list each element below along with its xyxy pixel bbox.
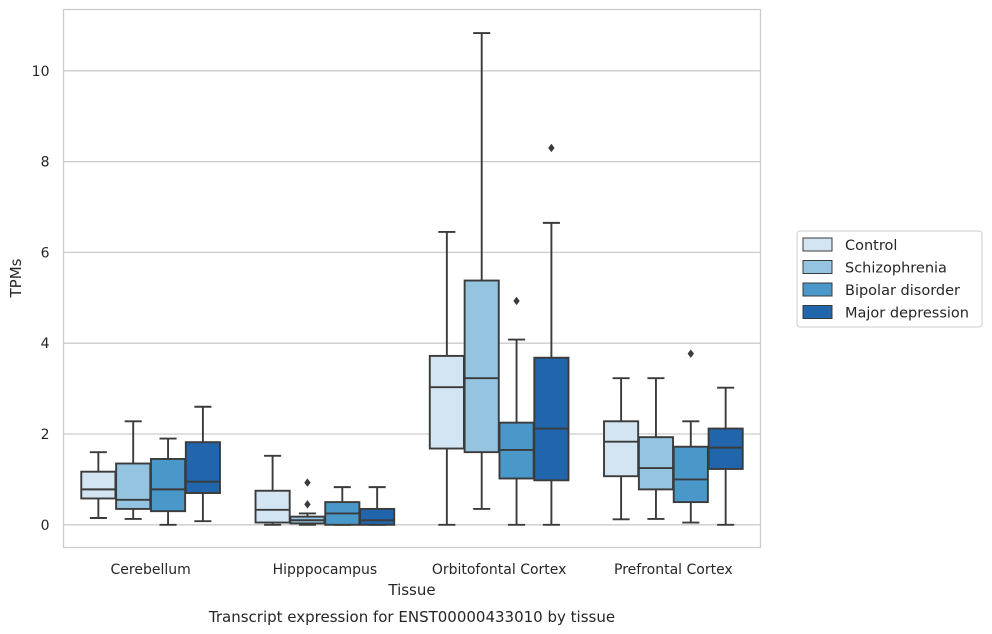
y-tick-label: 10 bbox=[32, 64, 50, 80]
box-bipolar-disorder bbox=[324, 486, 361, 526]
box-body bbox=[359, 507, 396, 526]
x-tick-labels: Cerebellum Hipppocampus Orbitofontal Corte… bbox=[111, 562, 733, 578]
box-body bbox=[428, 354, 465, 450]
box-body bbox=[707, 427, 744, 470]
box-major-depression bbox=[359, 486, 396, 526]
legend-swatch bbox=[802, 237, 833, 252]
y-tick-labels: 0 2 4 6 8 10 bbox=[32, 64, 50, 534]
box-control bbox=[428, 231, 465, 526]
outlier-marker bbox=[304, 478, 311, 487]
legend-swatch bbox=[802, 260, 833, 274]
box-body bbox=[254, 489, 291, 524]
grid-lines bbox=[63, 70, 761, 526]
y-tick-label: 2 bbox=[41, 427, 50, 443]
outlier-marker bbox=[548, 143, 555, 153]
legend: Control Schizophrenia Bipolar disorder Majo… bbox=[796, 230, 983, 328]
box-body bbox=[672, 445, 709, 504]
y-tick-label: 0 bbox=[41, 518, 50, 534]
box-bipolar-disorder bbox=[150, 437, 187, 526]
legend-label: Schizophrenia bbox=[845, 261, 947, 277]
legend-label: Major depression bbox=[845, 306, 969, 322]
x-tick-label: Hipppocampus bbox=[273, 562, 378, 578]
box-body bbox=[603, 420, 640, 478]
boxes bbox=[80, 32, 744, 526]
legend-swatch bbox=[802, 282, 833, 297]
x-tick-label: Orbitofontal Cortex bbox=[432, 562, 567, 578]
box-control bbox=[603, 377, 640, 521]
box-body bbox=[150, 458, 187, 513]
chart-title: Transcript expression for ENST0000043301… bbox=[208, 608, 615, 626]
y-axis-label: TPMs bbox=[7, 258, 25, 298]
box-body bbox=[463, 279, 500, 454]
box-schizophrenia bbox=[463, 32, 500, 510]
x-tick-label: Cerebellum bbox=[111, 562, 191, 578]
y-tick-label: 6 bbox=[41, 245, 50, 261]
x-tick-label: Prefrontal Cortex bbox=[614, 562, 733, 578]
legend-label: Bipolar disorder bbox=[845, 283, 960, 299]
legend-label: Control bbox=[845, 238, 897, 254]
box-major-depression bbox=[707, 386, 744, 526]
x-axis-label: Tissue bbox=[387, 581, 435, 599]
box-schizophrenia bbox=[115, 420, 152, 520]
legend-frame bbox=[796, 230, 983, 328]
box-schizophrenia bbox=[637, 377, 674, 520]
legend-swatch bbox=[802, 305, 833, 319]
box-bipolar-disorder bbox=[672, 349, 709, 524]
box-bipolar-disorder bbox=[498, 296, 535, 526]
box-major-depression bbox=[184, 405, 221, 523]
box-major-depression bbox=[533, 143, 570, 526]
box-schizophrenia bbox=[289, 478, 326, 526]
outlier-marker bbox=[513, 296, 520, 306]
box-control bbox=[80, 451, 117, 519]
outlier-marker bbox=[687, 349, 694, 358]
plot-area-frame bbox=[62, 8, 762, 549]
box-body bbox=[115, 462, 152, 510]
y-tick-label: 4 bbox=[41, 336, 50, 352]
box-body bbox=[80, 470, 117, 500]
box-control bbox=[254, 454, 291, 526]
box-body bbox=[184, 441, 221, 494]
y-tick-label: 8 bbox=[41, 155, 50, 171]
box-body bbox=[637, 436, 674, 491]
box-body bbox=[533, 356, 570, 482]
outlier-marker bbox=[304, 500, 311, 509]
